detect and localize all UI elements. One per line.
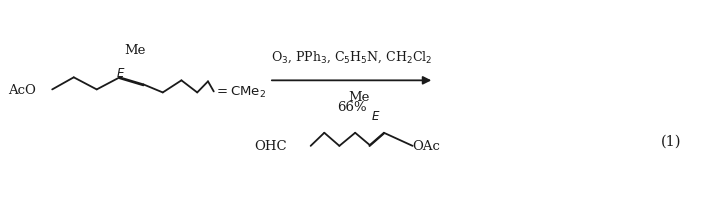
Text: $\it{E}$: $\it{E}$ [371,109,380,122]
Text: $\it{E}$: $\it{E}$ [116,67,125,80]
Text: $\mathregular{=CMe_2}$: $\mathregular{=CMe_2}$ [214,84,266,100]
Text: Me: Me [348,90,370,103]
Text: (1): (1) [661,134,682,148]
Text: OHC: OHC [254,140,287,153]
Text: Me: Me [124,43,145,56]
Text: AcO: AcO [8,83,35,96]
Text: OAc: OAc [412,140,440,153]
Text: 66%: 66% [336,101,366,114]
Text: O$_3$, PPh$_3$, C$_5$H$_5$N, CH$_2$Cl$_2$: O$_3$, PPh$_3$, C$_5$H$_5$N, CH$_2$Cl$_2… [271,49,432,65]
